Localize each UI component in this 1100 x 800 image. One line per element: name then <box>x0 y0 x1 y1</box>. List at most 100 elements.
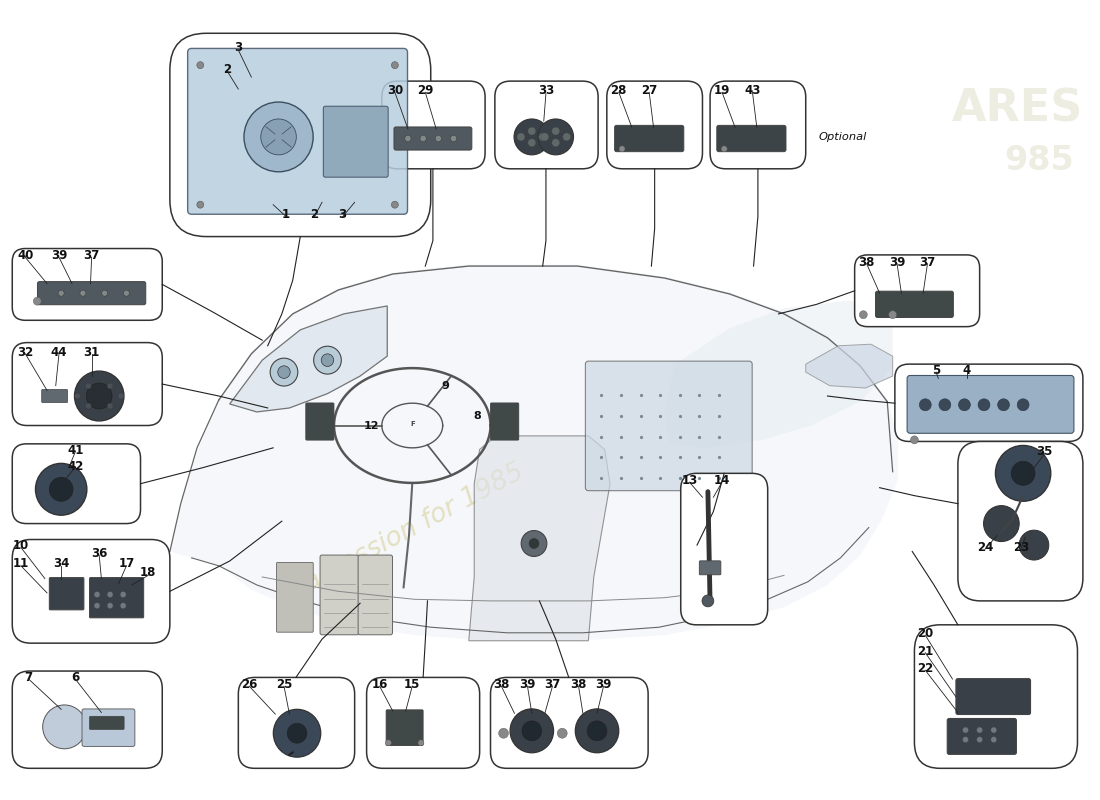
Circle shape <box>385 740 392 746</box>
Circle shape <box>521 530 547 557</box>
Text: 39: 39 <box>51 250 67 262</box>
Text: 38: 38 <box>858 255 874 269</box>
Circle shape <box>539 133 547 141</box>
Text: 14: 14 <box>714 474 730 487</box>
Circle shape <box>392 201 398 208</box>
Circle shape <box>87 383 112 409</box>
Text: 19: 19 <box>714 84 730 97</box>
Circle shape <box>86 383 91 389</box>
Text: 3: 3 <box>234 41 242 54</box>
FancyBboxPatch shape <box>276 562 314 632</box>
FancyBboxPatch shape <box>394 127 472 150</box>
FancyBboxPatch shape <box>366 678 480 768</box>
Circle shape <box>991 737 997 742</box>
Circle shape <box>911 436 918 444</box>
Text: 42: 42 <box>67 460 84 473</box>
Circle shape <box>197 62 204 69</box>
Circle shape <box>80 290 86 296</box>
Text: 33: 33 <box>538 84 554 97</box>
FancyBboxPatch shape <box>855 255 980 326</box>
Text: F: F <box>410 421 415 427</box>
Circle shape <box>517 133 525 141</box>
FancyBboxPatch shape <box>169 34 431 237</box>
Text: 32: 32 <box>18 346 33 358</box>
FancyBboxPatch shape <box>495 81 598 169</box>
Circle shape <box>107 591 113 598</box>
FancyBboxPatch shape <box>681 474 768 625</box>
Text: 6: 6 <box>72 671 79 684</box>
FancyBboxPatch shape <box>320 555 359 634</box>
Circle shape <box>998 399 1010 410</box>
Circle shape <box>107 383 113 389</box>
FancyBboxPatch shape <box>914 625 1078 768</box>
Circle shape <box>1018 399 1028 410</box>
Text: 3: 3 <box>339 208 346 221</box>
Text: 985: 985 <box>1004 144 1075 178</box>
Circle shape <box>562 133 571 141</box>
Polygon shape <box>664 300 893 448</box>
Text: 21: 21 <box>917 645 934 658</box>
Text: 37: 37 <box>84 250 100 262</box>
Circle shape <box>118 393 124 399</box>
Polygon shape <box>469 436 610 641</box>
Circle shape <box>50 478 73 502</box>
Circle shape <box>978 399 990 410</box>
Circle shape <box>1020 530 1048 560</box>
Text: 39: 39 <box>889 255 905 269</box>
Text: 40: 40 <box>18 250 33 262</box>
Text: 39: 39 <box>519 678 536 691</box>
Circle shape <box>920 399 932 410</box>
Text: 38: 38 <box>571 678 586 691</box>
Circle shape <box>1011 462 1035 486</box>
Circle shape <box>35 463 87 515</box>
Text: 36: 36 <box>91 546 108 559</box>
Text: 2: 2 <box>310 208 319 221</box>
Text: 35: 35 <box>1036 446 1053 458</box>
Circle shape <box>498 728 508 738</box>
Circle shape <box>273 710 321 757</box>
Circle shape <box>587 721 607 741</box>
Text: 27: 27 <box>641 84 658 97</box>
Text: 12: 12 <box>363 421 378 430</box>
Text: 26: 26 <box>241 678 257 691</box>
Text: 37: 37 <box>920 255 936 269</box>
Circle shape <box>702 595 714 607</box>
Circle shape <box>510 709 553 753</box>
Text: 10: 10 <box>13 539 29 552</box>
Circle shape <box>418 740 424 746</box>
FancyBboxPatch shape <box>491 678 648 768</box>
Text: 5: 5 <box>932 364 940 377</box>
Circle shape <box>120 591 127 598</box>
Circle shape <box>538 119 573 155</box>
Circle shape <box>436 135 441 142</box>
Circle shape <box>107 602 113 609</box>
FancyBboxPatch shape <box>958 442 1082 601</box>
FancyBboxPatch shape <box>82 709 135 746</box>
FancyBboxPatch shape <box>947 718 1016 754</box>
Text: 44: 44 <box>51 346 67 358</box>
FancyBboxPatch shape <box>386 710 424 746</box>
FancyBboxPatch shape <box>711 81 805 169</box>
Text: 30: 30 <box>387 84 403 97</box>
Circle shape <box>962 727 968 733</box>
Circle shape <box>278 366 290 378</box>
Circle shape <box>75 393 80 399</box>
FancyBboxPatch shape <box>717 126 786 152</box>
Circle shape <box>405 135 411 142</box>
Text: 25: 25 <box>276 678 293 691</box>
Text: 23: 23 <box>1013 541 1030 554</box>
Text: 34: 34 <box>53 557 69 570</box>
FancyBboxPatch shape <box>89 578 144 618</box>
Text: 37: 37 <box>544 678 561 691</box>
Circle shape <box>619 146 625 152</box>
FancyBboxPatch shape <box>359 555 393 634</box>
Circle shape <box>261 119 296 155</box>
Circle shape <box>287 723 307 743</box>
FancyBboxPatch shape <box>700 561 720 574</box>
FancyBboxPatch shape <box>908 375 1074 434</box>
Circle shape <box>514 119 550 155</box>
Text: 38: 38 <box>493 678 509 691</box>
Circle shape <box>977 727 982 733</box>
FancyBboxPatch shape <box>323 106 388 177</box>
Circle shape <box>722 146 727 152</box>
